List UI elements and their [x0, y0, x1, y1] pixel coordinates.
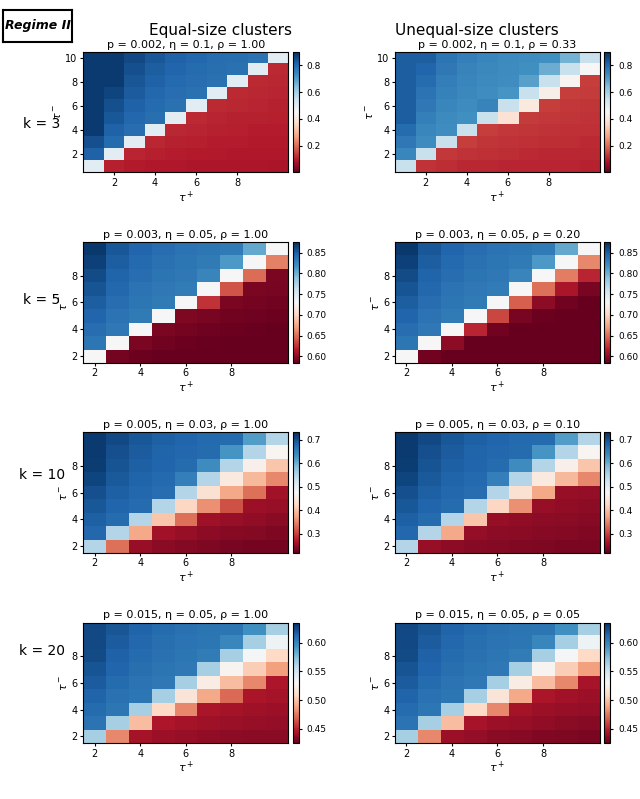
Title: p = 0.002, η = 0.1, ρ = 0.33: p = 0.002, η = 0.1, ρ = 0.33: [419, 40, 577, 50]
Y-axis label: $\tau^-$: $\tau^-$: [365, 104, 376, 121]
Title: p = 0.005, η = 0.03, ρ = 0.10: p = 0.005, η = 0.03, ρ = 0.10: [415, 420, 580, 430]
Title: p = 0.005, η = 0.03, ρ = 1.00: p = 0.005, η = 0.03, ρ = 1.00: [103, 420, 268, 430]
Title: p = 0.003, η = 0.05, ρ = 0.20: p = 0.003, η = 0.05, ρ = 0.20: [415, 230, 580, 240]
Title: p = 0.002, η = 0.1, ρ = 1.00: p = 0.002, η = 0.1, ρ = 1.00: [107, 40, 265, 50]
Text: k = 20: k = 20: [19, 644, 65, 658]
Y-axis label: $\tau^-$: $\tau^-$: [371, 674, 381, 691]
Text: k = 3: k = 3: [23, 117, 60, 131]
Y-axis label: $\tau^-$: $\tau^-$: [53, 104, 64, 121]
Title: p = 0.015, η = 0.05, ρ = 1.00: p = 0.015, η = 0.05, ρ = 1.00: [103, 610, 268, 621]
Y-axis label: $\tau^-$: $\tau^-$: [59, 484, 70, 501]
X-axis label: $\tau^+$: $\tau^+$: [177, 570, 194, 585]
Text: k = 5: k = 5: [23, 292, 60, 307]
Y-axis label: $\tau^-$: $\tau^-$: [371, 294, 381, 311]
X-axis label: $\tau^+$: $\tau^+$: [177, 760, 194, 775]
Text: Equal-size clusters: Equal-size clusters: [149, 23, 292, 38]
Title: p = 0.003, η = 0.05, ρ = 1.00: p = 0.003, η = 0.05, ρ = 1.00: [103, 230, 268, 240]
X-axis label: $\tau^+$: $\tau^+$: [177, 380, 194, 395]
Text: k = 10: k = 10: [19, 468, 65, 483]
X-axis label: $\tau^+$: $\tau^+$: [489, 570, 506, 585]
Title: p = 0.015, η = 0.05, ρ = 0.05: p = 0.015, η = 0.05, ρ = 0.05: [415, 610, 580, 621]
X-axis label: $\tau^+$: $\tau^+$: [177, 189, 194, 205]
Text: Unequal-size clusters: Unequal-size clusters: [395, 23, 559, 38]
Text: Regime II: Regime II: [5, 19, 70, 32]
Y-axis label: $\tau^-$: $\tau^-$: [59, 674, 70, 691]
X-axis label: $\tau^+$: $\tau^+$: [489, 380, 506, 395]
X-axis label: $\tau^+$: $\tau^+$: [489, 760, 506, 775]
X-axis label: $\tau^+$: $\tau^+$: [489, 189, 506, 205]
Y-axis label: $\tau^-$: $\tau^-$: [371, 484, 381, 501]
Y-axis label: $\tau^-$: $\tau^-$: [59, 294, 70, 311]
